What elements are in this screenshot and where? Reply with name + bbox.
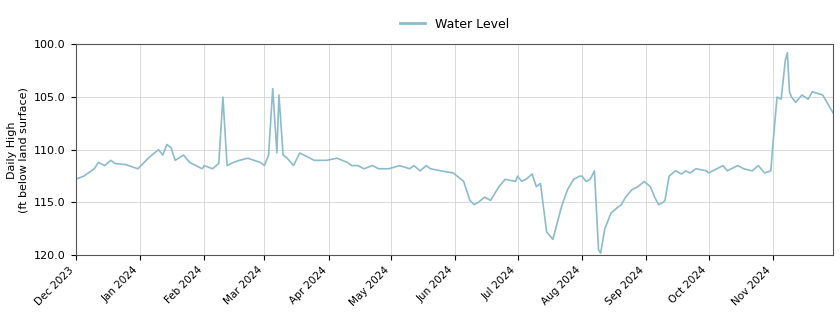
Y-axis label: Daily High
(ft below land surface): Daily High (ft below land surface) — [7, 87, 29, 213]
Legend: Water Level: Water Level — [395, 13, 514, 36]
